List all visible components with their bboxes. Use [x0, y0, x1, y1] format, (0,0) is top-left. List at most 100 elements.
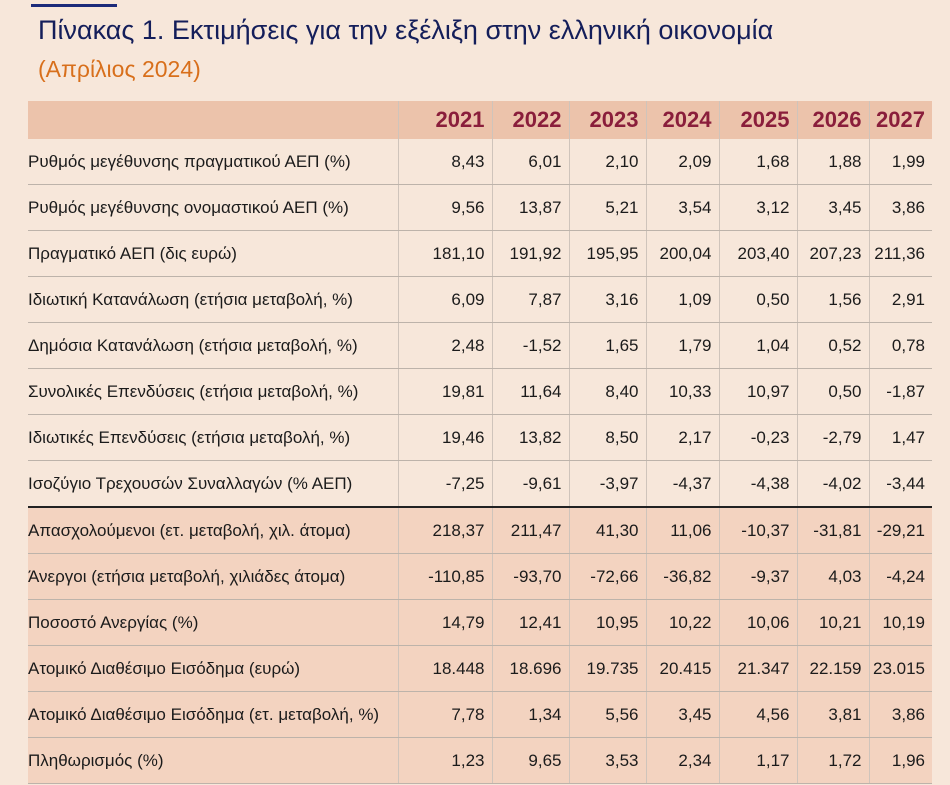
value-cell: 23.015: [868, 645, 932, 692]
value-cell: 14,79: [397, 599, 492, 646]
row-label: Ποσοστό Ανεργίας (%): [28, 599, 398, 646]
value-cell: 195,95: [568, 230, 646, 277]
top-accent-rule: [31, 4, 117, 7]
value-cell: 5,56: [568, 691, 646, 738]
value-cell: 4,56: [718, 691, 797, 738]
value-cell: 211,36: [868, 230, 932, 277]
value-cell: 6,09: [397, 276, 492, 323]
value-cell: 13,82: [491, 414, 569, 461]
value-cell: 19.735: [568, 645, 646, 692]
value-cell: 19,46: [397, 414, 492, 461]
value-cell: 2,17: [645, 414, 719, 461]
table-row: Ατομικό Διαθέσιμο Εισόδημα (ετ. μεταβολή…: [28, 691, 932, 738]
table-row: Ιδιωτική Κατανάλωση (ετήσια μεταβολή, %)…: [28, 276, 932, 323]
value-cell: -7,25: [397, 460, 492, 508]
value-cell: -36,82: [645, 553, 719, 600]
table-row: Ιδιωτικές Επενδύσεις (ετήσια μεταβολή, %…: [28, 414, 932, 461]
value-cell: 3,86: [868, 184, 932, 231]
value-cell: 13,87: [491, 184, 569, 231]
value-cell: -3,97: [568, 460, 646, 508]
value-cell: 2,34: [645, 737, 719, 784]
value-cell: 1,47: [868, 414, 932, 461]
value-cell: 10,06: [718, 599, 797, 646]
value-cell: -29,21: [868, 506, 932, 554]
value-cell: 0,78: [868, 322, 932, 369]
year-header: 2027: [868, 101, 932, 139]
value-cell: 6,01: [491, 139, 569, 185]
value-cell: 211,47: [491, 506, 569, 554]
value-cell: 18.696: [491, 645, 569, 692]
row-label: Συνολικές Επενδύσεις (ετήσια μεταβολή, %…: [28, 368, 398, 415]
value-cell: 1,17: [718, 737, 797, 784]
value-cell: 20.415: [645, 645, 719, 692]
row-label: Ιδιωτικές Επενδύσεις (ετήσια μεταβολή, %…: [28, 414, 398, 461]
row-label: Ισοζύγιο Τρεχουσών Συναλλαγών (% ΑΕΠ): [28, 460, 398, 508]
value-cell: 9,56: [397, 184, 492, 231]
value-cell: 1,72: [796, 737, 869, 784]
row-label: Ιδιωτική Κατανάλωση (ετήσια μεταβολή, %): [28, 276, 398, 323]
value-cell: -72,66: [568, 553, 646, 600]
value-cell: 3,45: [796, 184, 869, 231]
row-label: Ατομικό Διαθέσιμο Εισόδημα (ετ. μεταβολή…: [28, 691, 398, 738]
table-header-row: 2021 2022 2023 2024 2025 2026 2027: [28, 101, 932, 139]
value-cell: 1,79: [645, 322, 719, 369]
economic-estimates-table: 2021 2022 2023 2024 2025 2026 2027 Ρυθμό…: [28, 101, 932, 784]
value-cell: 1,23: [397, 737, 492, 784]
value-cell: 2,91: [868, 276, 932, 323]
table-row: Ποσοστό Ανεργίας (%) 14,79 12,41 10,95 10,22…: [28, 599, 932, 646]
value-cell: -110,85: [397, 553, 492, 600]
value-cell: -31,81: [796, 506, 869, 554]
table-row: Πραγματικό ΑΕΠ (δις ευρώ) 181,10 191,92 195…: [28, 230, 932, 277]
value-cell: 2,48: [397, 322, 492, 369]
value-cell: 1,09: [645, 276, 719, 323]
value-cell: 8,43: [397, 139, 492, 185]
value-cell: 1,65: [568, 322, 646, 369]
value-cell: 1,56: [796, 276, 869, 323]
value-cell: 191,92: [491, 230, 569, 277]
table-row: Συνολικές Επενδύσεις (ετήσια μεταβολή, %…: [28, 368, 932, 415]
page-subtitle: (Απρίλιος 2024): [38, 56, 201, 82]
value-cell: -0,23: [718, 414, 797, 461]
value-cell: 11,64: [491, 368, 569, 415]
value-cell: 218,37: [397, 506, 492, 554]
value-cell: -4,02: [796, 460, 869, 508]
value-cell: 1,34: [491, 691, 569, 738]
value-cell: 3,45: [645, 691, 719, 738]
value-cell: 3,12: [718, 184, 797, 231]
value-cell: 3,86: [868, 691, 932, 738]
value-cell: 22.159: [796, 645, 869, 692]
table-row: Δημόσια Κατανάλωση (ετήσια μεταβολή, %) 2…: [28, 322, 932, 369]
row-label: Ρυθμός μεγέθυνσης ονομαστικού ΑΕΠ (%): [28, 184, 398, 231]
value-cell: 0,50: [796, 368, 869, 415]
year-header: 2023: [568, 101, 646, 139]
value-cell: 1,04: [718, 322, 797, 369]
value-cell: 41,30: [568, 506, 646, 554]
value-cell: -93,70: [491, 553, 569, 600]
value-cell: 18.448: [397, 645, 492, 692]
value-cell: -4,38: [718, 460, 797, 508]
row-label: Ρυθμός μεγέθυνσης πραγματικού ΑΕΠ (%): [28, 139, 398, 185]
table-row: Ρυθμός μεγέθυνσης ονομαστικού ΑΕΠ (%) 9,5…: [28, 184, 932, 231]
year-header: 2025: [718, 101, 797, 139]
value-cell: 7,87: [491, 276, 569, 323]
value-cell: 21.347: [718, 645, 797, 692]
value-cell: 8,40: [568, 368, 646, 415]
value-cell: -1,87: [868, 368, 932, 415]
value-cell: -9,61: [491, 460, 569, 508]
value-cell: 9,65: [491, 737, 569, 784]
value-cell: -4,24: [868, 553, 932, 600]
value-cell: 10,22: [645, 599, 719, 646]
value-cell: 0,50: [718, 276, 797, 323]
value-cell: -3,44: [868, 460, 932, 508]
value-cell: 7,78: [397, 691, 492, 738]
row-label: Πληθωρισμός (%): [28, 737, 398, 784]
table-row: Άνεργοι (ετήσια μεταβολή, χιλιάδες άτομα…: [28, 553, 932, 600]
table-row: Πληθωρισμός (%) 1,23 9,65 3,53 2,34 1,17 1,72 1…: [28, 737, 932, 784]
value-cell: 10,21: [796, 599, 869, 646]
value-cell: 5,21: [568, 184, 646, 231]
value-cell: -10,37: [718, 506, 797, 554]
year-header: 2026: [796, 101, 869, 139]
value-cell: 3,53: [568, 737, 646, 784]
header-corner-cell: [28, 101, 398, 139]
value-cell: 8,50: [568, 414, 646, 461]
